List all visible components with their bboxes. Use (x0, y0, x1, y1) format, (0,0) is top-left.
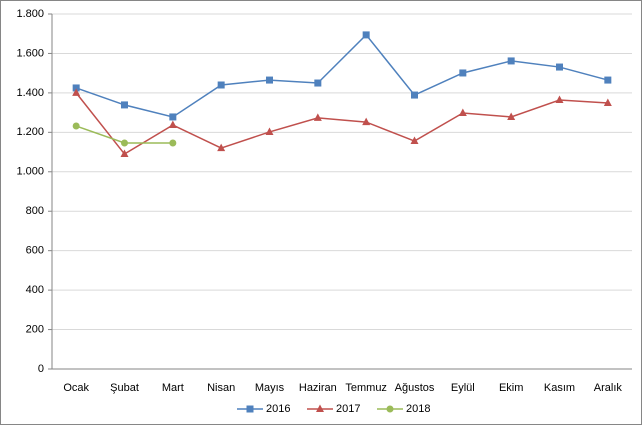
marker (316, 404, 324, 412)
y-tick-label: 1.200 (16, 126, 44, 138)
marker (459, 69, 467, 77)
x-tick-label: Eylül (451, 382, 475, 394)
x-tick-label: Aralık (594, 382, 623, 394)
marker (362, 117, 371, 126)
y-tick-label: 1.000 (16, 166, 44, 178)
marker (169, 113, 177, 121)
y-tick-label: 0 (38, 363, 44, 375)
marker (386, 405, 394, 413)
marker (556, 63, 563, 71)
y-tick-label: 800 (26, 205, 44, 217)
marker (314, 79, 322, 87)
marker (72, 122, 80, 130)
y-tick-label: 1.800 (16, 8, 44, 20)
y-tick-label: 400 (26, 284, 44, 296)
marker (169, 139, 177, 147)
marker (603, 98, 612, 106)
marker (168, 120, 177, 129)
series-line (75, 92, 608, 156)
marker (121, 139, 128, 147)
x-tick-label: Kasım (544, 382, 575, 394)
y-tick-label: 200 (26, 323, 44, 335)
legend-label: 2017 (336, 403, 360, 415)
marker (410, 136, 419, 145)
x-tick-label: Nisan (207, 382, 235, 394)
marker (411, 91, 418, 99)
marker (246, 405, 254, 413)
marker (120, 149, 129, 158)
marker (458, 108, 467, 117)
marker (507, 112, 516, 120)
x-tick-label: Mayıs (255, 382, 285, 394)
marker (217, 81, 225, 89)
x-tick-label: Şubat (110, 382, 139, 394)
legend-label: 2016 (266, 403, 290, 415)
marker (266, 76, 273, 84)
marker (362, 31, 370, 39)
marker (604, 76, 612, 84)
marker (507, 57, 515, 65)
y-tick-label: 1.600 (16, 47, 44, 59)
marker (217, 143, 226, 152)
marker (313, 113, 322, 121)
marker (121, 101, 128, 109)
marker (72, 84, 80, 92)
marker (265, 127, 274, 135)
x-tick-label: Ekim (499, 382, 523, 394)
series-line (75, 33, 609, 118)
y-tick-label: 1.400 (16, 87, 44, 99)
x-tick-label: Ağustos (395, 382, 435, 394)
x-tick-label: Temmuz (345, 382, 387, 394)
legend-label: 2018 (406, 403, 430, 415)
marker (555, 95, 564, 103)
marker (72, 88, 81, 96)
x-tick-label: Ocak (63, 382, 89, 394)
x-tick-label: Haziran (299, 382, 337, 394)
x-tick-label: Mart (162, 382, 184, 394)
y-tick-label: 600 (26, 245, 44, 257)
